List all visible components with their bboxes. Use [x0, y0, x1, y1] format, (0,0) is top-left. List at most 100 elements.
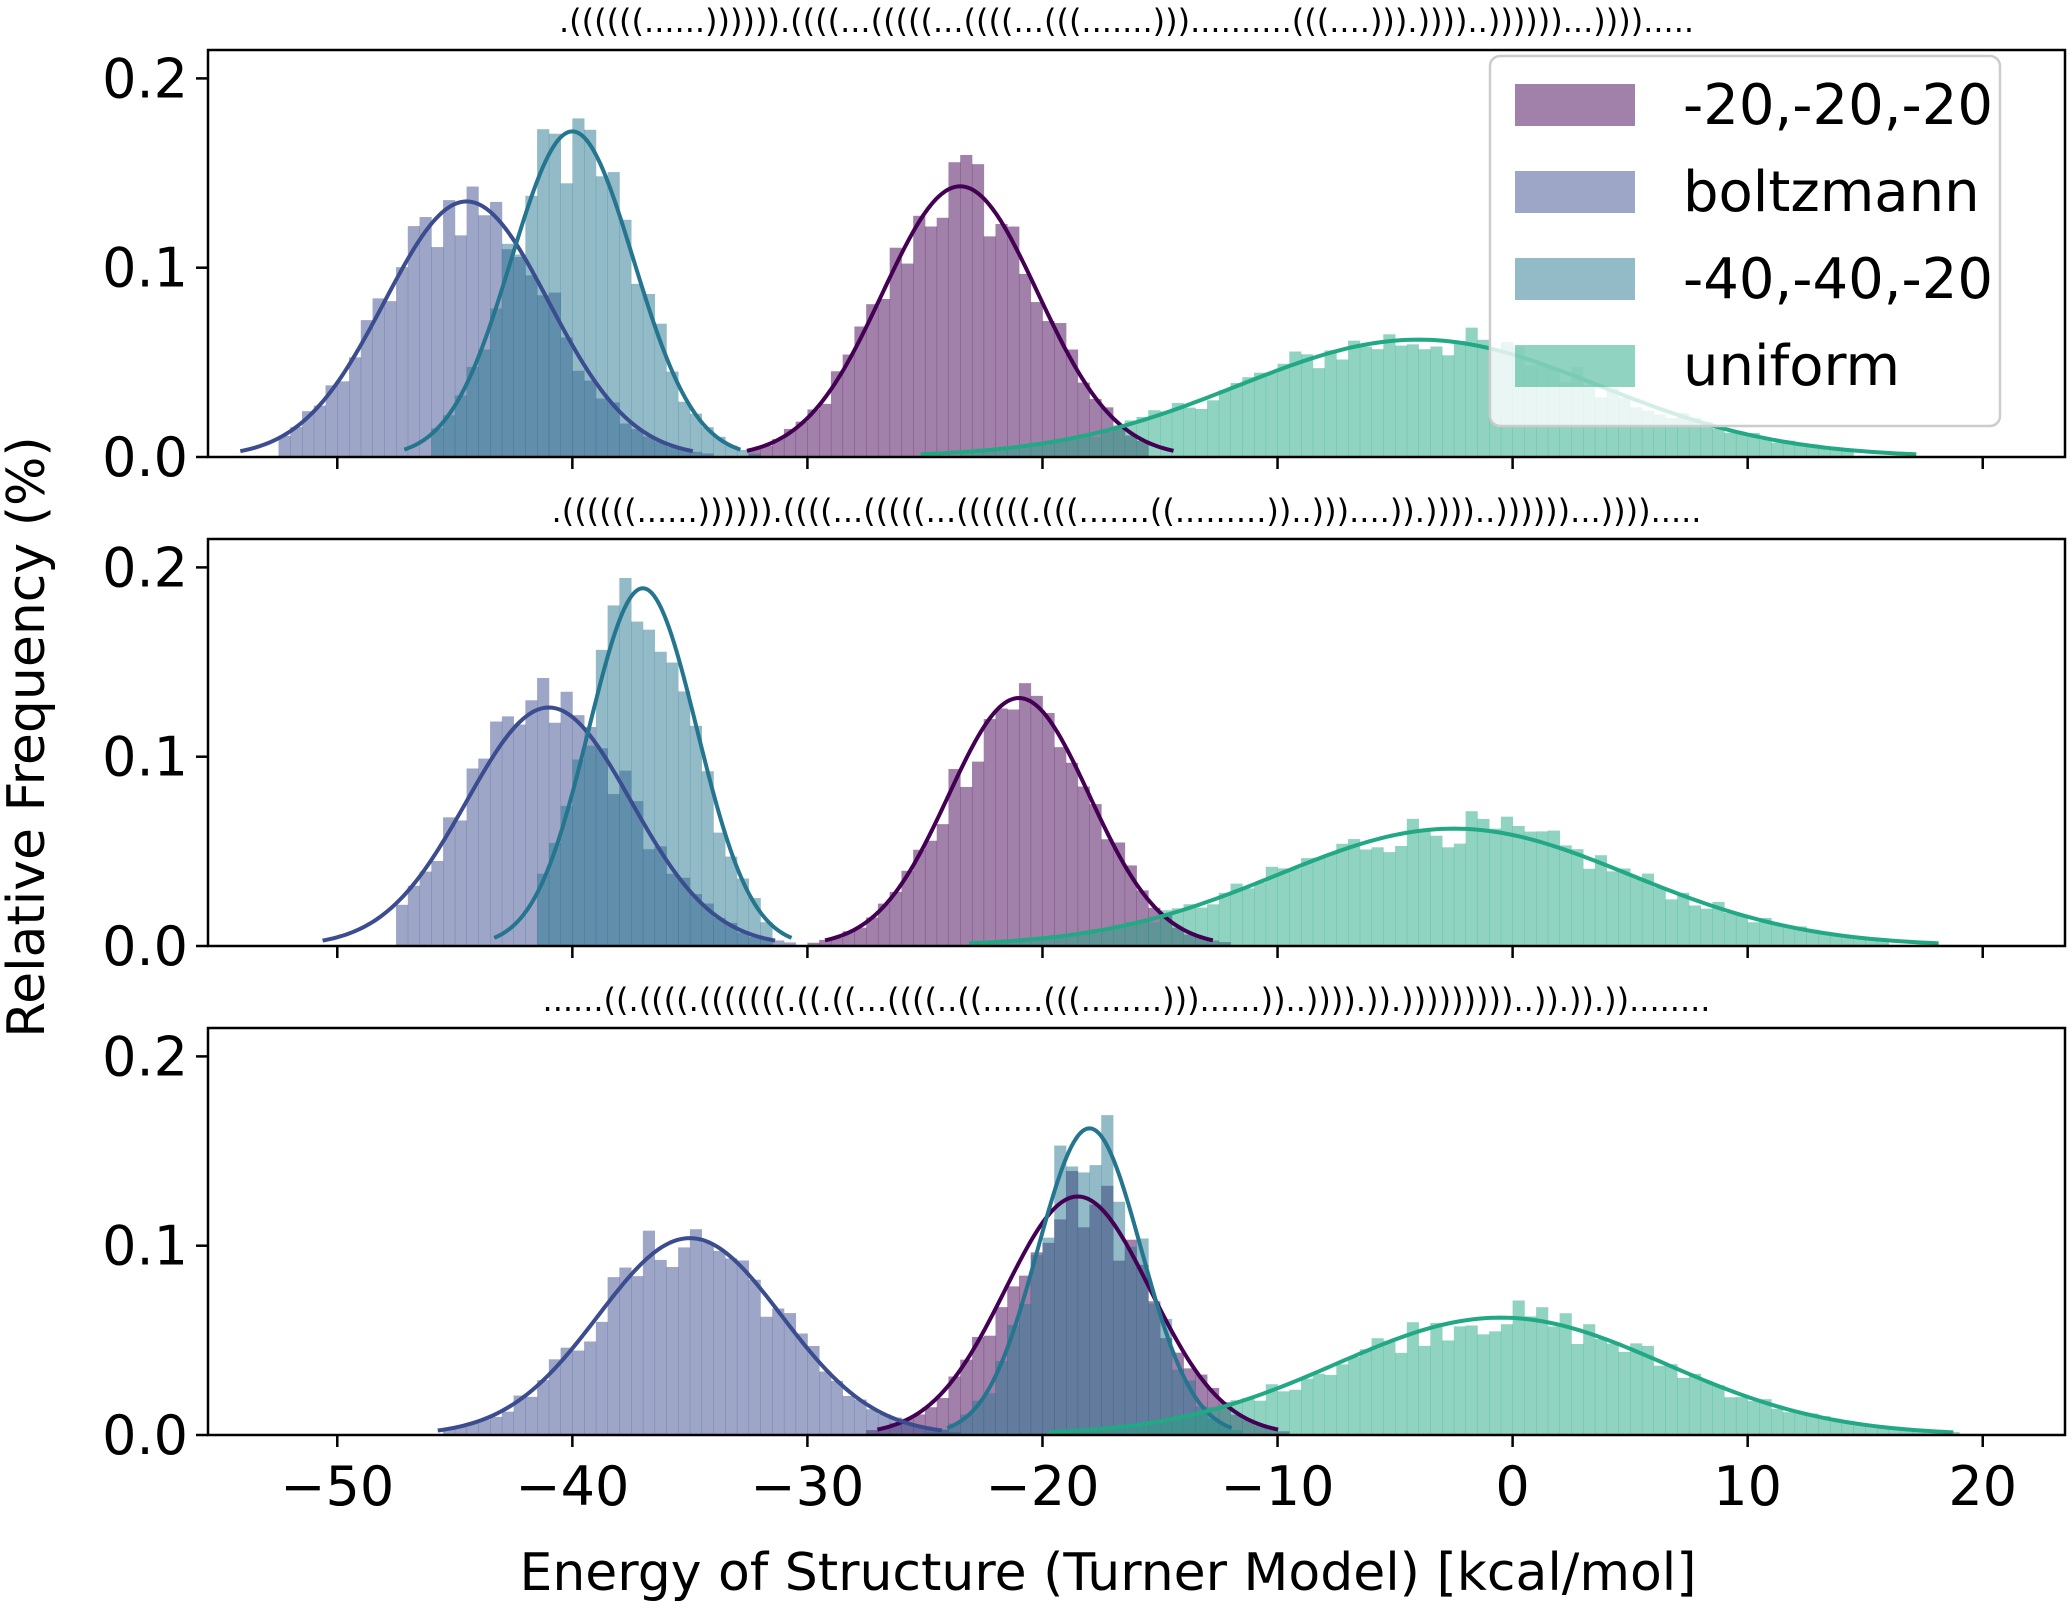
legend-swatch [1515, 258, 1635, 300]
histogram-bar [1183, 407, 1196, 457]
histogram-bar [924, 840, 938, 946]
histogram-bar [1818, 1416, 1831, 1435]
histogram-bar [1583, 1324, 1596, 1435]
histogram-bar [1042, 321, 1055, 457]
histogram-bar [1230, 382, 1243, 457]
histogram-bar [1160, 1422, 1173, 1435]
histogram-bar [971, 451, 985, 457]
histogram-bar [478, 349, 491, 457]
histogram-bar [1277, 868, 1290, 946]
histogram-bar [313, 405, 326, 457]
histogram-bar [1900, 1428, 1913, 1435]
histogram-bar [995, 448, 1008, 457]
histogram-bar [1653, 887, 1666, 946]
histogram-bar [1794, 1412, 1807, 1435]
histogram-bar [525, 1396, 538, 1435]
kde-curve--40,-40,-20 [946, 1126, 1233, 1430]
histogram-bar [325, 385, 338, 457]
histogram-bar [1148, 922, 1161, 946]
kde-curve-uniform [1048, 1315, 1954, 1435]
histogram-bar [1829, 1419, 1843, 1435]
histogram-bar [1430, 835, 1443, 946]
histogram-bar [1018, 683, 1032, 946]
histogram-bar [431, 861, 444, 946]
histogram-bar [1324, 350, 1337, 457]
histogram-bar [830, 371, 844, 457]
histogram-bar [1594, 855, 1608, 946]
histogram-bar [1077, 933, 1090, 946]
histogram-bar [1395, 1352, 1408, 1435]
histogram-bar [1054, 323, 1067, 457]
histogram-bar [1406, 818, 1419, 946]
histogram-bar [725, 1258, 738, 1435]
histogram-bar [1477, 1334, 1490, 1435]
histogram-bar [537, 1380, 550, 1435]
histogram-bar [595, 649, 608, 946]
histogram-bar [1829, 935, 1843, 946]
histogram-bar [466, 768, 479, 946]
histogram-bar [995, 1361, 1008, 1435]
histogram-bar [1054, 747, 1067, 946]
histogram-bar [948, 769, 961, 946]
histogram-bar [595, 176, 608, 457]
histogram-bar [443, 415, 456, 457]
x-tick-label: 10 [1713, 1455, 1782, 1518]
histogram-bar [443, 200, 456, 458]
histogram-bar [384, 301, 397, 457]
histogram-bar [1888, 1427, 1901, 1435]
histogram-bar [1324, 854, 1337, 946]
histogram-bar [748, 453, 761, 457]
histogram-bar [795, 421, 808, 457]
histogram-bar [1395, 345, 1408, 457]
histogram-bar [866, 1409, 879, 1435]
histogram-bar [1089, 932, 1102, 946]
histogram-bar [1112, 425, 1126, 457]
histogram-bar [278, 435, 291, 457]
histogram-bar [1700, 1381, 1713, 1435]
histogram-bar [1841, 937, 1854, 946]
histogram-bar [689, 413, 703, 457]
histogram-bar [678, 401, 691, 457]
histogram-bar [913, 849, 926, 946]
histogram-bar [1771, 924, 1784, 946]
histogram-bar [1418, 349, 1431, 457]
histogram-bar [1195, 1410, 1208, 1435]
histogram-bar [983, 719, 996, 946]
histogram-bar [1500, 816, 1513, 946]
histogram-bar [1101, 928, 1114, 946]
series--40,-40,-20 [537, 577, 773, 946]
histogram-bar [1065, 1166, 1079, 1435]
histogram-bar [1101, 839, 1114, 946]
histogram-bar [1782, 925, 1796, 946]
histogram-bar [1077, 1429, 1090, 1435]
histogram-bar [1829, 449, 1843, 457]
histogram-bar [1265, 866, 1278, 946]
x-tick-label: −30 [750, 1455, 864, 1518]
x-tick-label: −50 [280, 1455, 394, 1518]
histogram-bar [1265, 1384, 1278, 1435]
histogram-bar [1160, 411, 1173, 457]
histogram-bar [1677, 1377, 1690, 1435]
histogram-bar [689, 725, 703, 946]
histogram-bar [1171, 403, 1184, 457]
histogram-bar [1301, 858, 1314, 946]
histogram-bar [466, 366, 479, 457]
series-boltzmann [443, 1229, 961, 1435]
histogram-bar [631, 283, 644, 457]
histogram-bar [748, 448, 761, 457]
histogram-bar [349, 357, 362, 457]
histogram-bar [1688, 417, 1702, 457]
histogram-bar [1465, 811, 1478, 946]
kde-curve-boltzmann [239, 199, 694, 454]
histogram-bar [736, 1260, 750, 1435]
histogram-bar [1371, 847, 1384, 946]
histogram-bar [713, 1250, 726, 1435]
histogram-bar [1018, 1303, 1032, 1435]
histogram-bar [819, 1371, 832, 1435]
histogram-bar [1218, 390, 1231, 457]
y-axis-label: Relative Frequency (%) [0, 436, 57, 1037]
histogram-bar [1207, 400, 1220, 457]
histogram-bar [466, 1423, 479, 1435]
histogram-bar [372, 298, 385, 457]
histogram-bar [1312, 368, 1325, 457]
